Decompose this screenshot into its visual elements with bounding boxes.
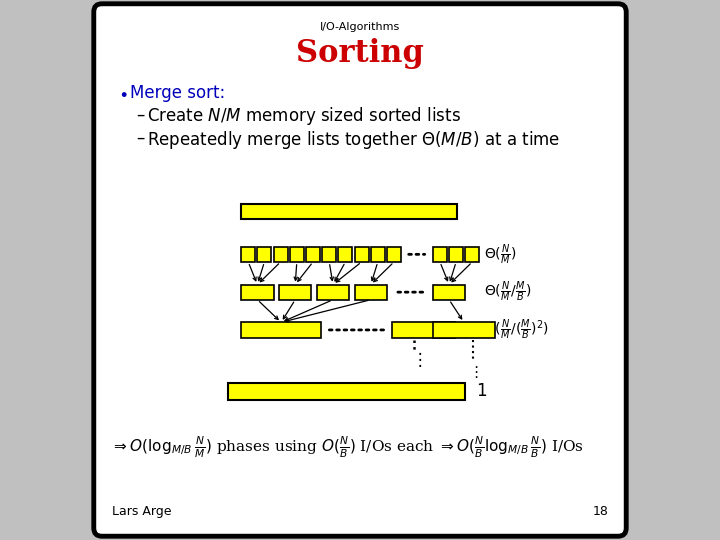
Text: $\vdots$: $\vdots$ — [411, 349, 422, 369]
Bar — [241, 285, 274, 300]
Text: –: – — [136, 129, 144, 146]
Bar — [279, 285, 311, 300]
Bar — [241, 204, 457, 219]
Bar — [241, 247, 256, 262]
Bar — [289, 247, 304, 262]
Bar — [241, 322, 321, 338]
Bar — [449, 247, 463, 262]
Bar — [355, 247, 369, 262]
Bar — [274, 247, 288, 262]
Text: $\vdots$: $\vdots$ — [468, 364, 479, 381]
Text: Lars Arge: Lars Arge — [112, 505, 171, 518]
Text: Merge sort:: Merge sort: — [130, 84, 226, 102]
Bar — [433, 322, 495, 338]
Bar — [338, 247, 353, 262]
Bar — [387, 247, 401, 262]
Text: Sorting: Sorting — [296, 38, 424, 69]
Bar — [317, 285, 349, 300]
Bar — [433, 285, 465, 300]
Bar — [258, 247, 271, 262]
Bar — [465, 247, 480, 262]
Bar — [371, 247, 385, 262]
Bar — [306, 247, 320, 262]
Bar — [355, 285, 387, 300]
Text: $\Theta(\frac{N}{M}/(\frac{M}{B})^2)$: $\Theta(\frac{N}{M}/(\frac{M}{B})^2)$ — [484, 318, 549, 342]
Bar — [323, 247, 336, 262]
Text: 18: 18 — [593, 505, 608, 518]
Text: $\Theta(\frac{N}{M}/\frac{M}{B})$: $\Theta(\frac{N}{M}/\frac{M}{B})$ — [484, 280, 531, 305]
Bar — [392, 322, 454, 338]
Text: $\Theta(\frac{N}{M})$: $\Theta(\frac{N}{M})$ — [484, 242, 517, 267]
Text: $\Rightarrow O(\log_{M/B} \frac{N}{M})$ phases using $O(\frac{N}{B})$ I/Os each : $\Rightarrow O(\log_{M/B} \frac{N}{M})$ … — [111, 435, 583, 460]
Bar — [228, 383, 465, 400]
Text: Create $\mathit{N/M}$ memory sized sorted lists: Create $\mathit{N/M}$ memory sized sorte… — [147, 105, 461, 127]
Text: –: – — [136, 105, 144, 123]
Text: Repeatedly merge lists together $\Theta(\mathit{M/B})$ at a time: Repeatedly merge lists together $\Theta(… — [147, 129, 560, 151]
FancyBboxPatch shape — [94, 4, 626, 536]
Text: I/O-Algorithms: I/O-Algorithms — [320, 22, 400, 32]
Bar — [433, 247, 447, 262]
Text: 1: 1 — [476, 382, 487, 401]
Text: $\bullet$: $\bullet$ — [118, 84, 127, 102]
